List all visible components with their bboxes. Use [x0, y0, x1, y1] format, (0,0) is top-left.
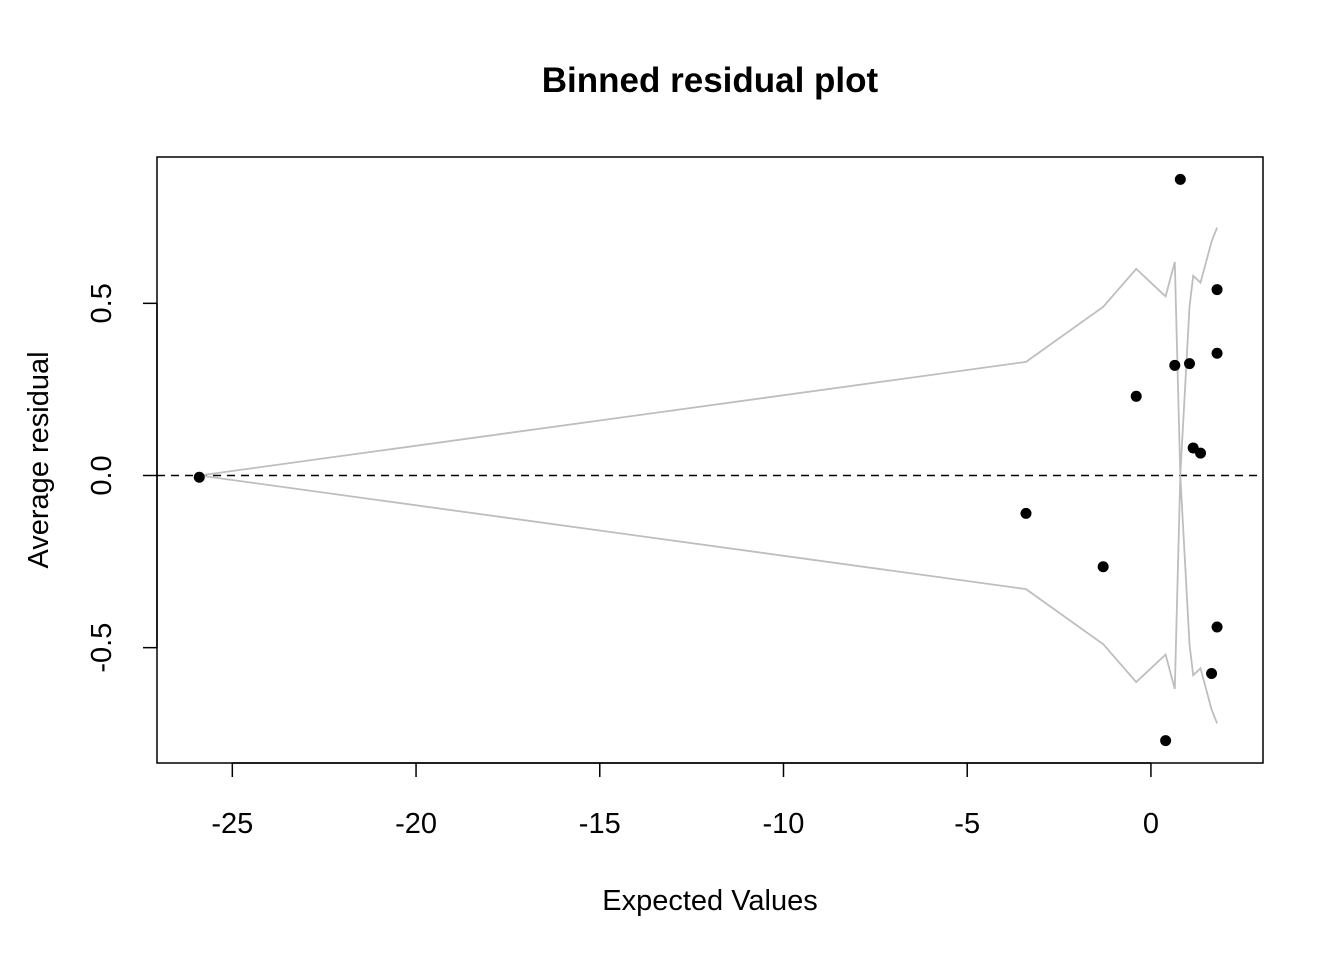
y-tick-label: -0.5	[86, 623, 118, 673]
chart-title: Binned residual plot	[542, 61, 879, 100]
x-tick-label: -15	[579, 808, 621, 840]
data-point	[1211, 284, 1223, 296]
data-point	[1195, 447, 1207, 459]
y-tick-label: 0.0	[86, 455, 118, 495]
data-point	[1211, 621, 1223, 633]
y-tick-label: 0.5	[86, 283, 118, 323]
data-point	[1160, 735, 1172, 747]
upper-bound-line	[199, 227, 1218, 477]
data-point	[193, 471, 205, 483]
x-tick-label: 0	[1143, 808, 1159, 840]
x-tick-label: -20	[395, 808, 437, 840]
data-point	[1130, 390, 1142, 402]
data-point	[1184, 358, 1196, 370]
lower-bound-line	[199, 474, 1218, 724]
plot-border	[156, 156, 1264, 764]
x-tick-label: -25	[211, 808, 253, 840]
data-point	[1211, 347, 1223, 359]
x-tick-label: -5	[954, 808, 980, 840]
data-point	[1206, 667, 1218, 679]
data-point	[1169, 359, 1181, 371]
data-point	[1174, 173, 1186, 185]
x-axis-label: Expected Values	[602, 885, 818, 917]
data-point	[1020, 507, 1032, 519]
data-point	[1097, 561, 1109, 573]
plot-area: -25 -20 -15 -10 -5 0 -0.5 0.0 0.5	[86, 156, 1264, 840]
y-axis-label: Average residual	[23, 351, 55, 568]
x-tick-label: -10	[763, 808, 805, 840]
